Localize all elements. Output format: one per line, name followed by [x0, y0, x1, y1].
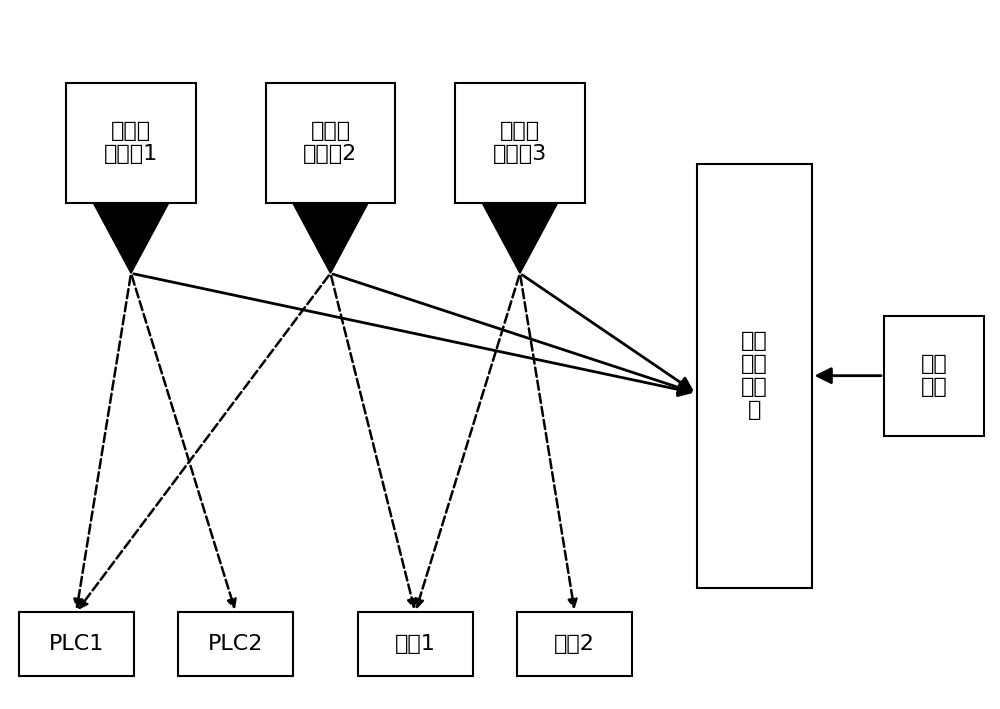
Text: 自动化
计算机2: 自动化 计算机2 [303, 121, 358, 164]
Text: 仪表2: 仪表2 [554, 634, 595, 654]
Polygon shape [93, 203, 169, 273]
Text: 确认
人员: 确认 人员 [920, 354, 947, 397]
FancyBboxPatch shape [517, 613, 632, 676]
Text: 自动化
计算机3: 自动化 计算机3 [493, 121, 547, 164]
Polygon shape [482, 203, 558, 273]
FancyBboxPatch shape [266, 83, 395, 203]
Text: PLC1: PLC1 [48, 634, 104, 654]
FancyBboxPatch shape [455, 83, 585, 203]
FancyBboxPatch shape [178, 613, 293, 676]
FancyBboxPatch shape [884, 316, 984, 436]
FancyBboxPatch shape [19, 613, 134, 676]
FancyBboxPatch shape [697, 164, 812, 588]
Text: 自动化
计算机1: 自动化 计算机1 [104, 121, 158, 164]
Text: 仪表1: 仪表1 [395, 634, 436, 654]
FancyBboxPatch shape [358, 613, 473, 676]
Polygon shape [293, 203, 368, 273]
Text: PLC2: PLC2 [208, 634, 263, 654]
FancyBboxPatch shape [66, 83, 196, 203]
Text: 信息
确认
计算
机: 信息 确认 计算 机 [741, 331, 768, 420]
